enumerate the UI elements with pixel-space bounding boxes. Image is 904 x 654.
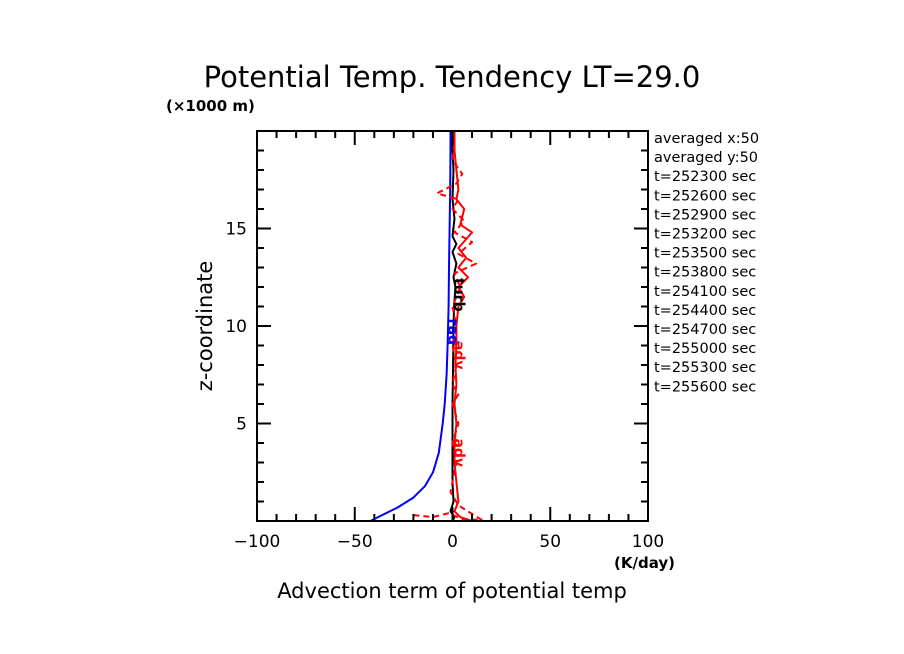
curve-label-turb: turb <box>450 278 466 312</box>
legend: averaged x:50 averaged y:50 t=252300 sec t=… <box>654 131 759 395</box>
x-tick-labels: −100 −50 0 50 100 <box>234 532 665 552</box>
legend-entry: t=254700 sec <box>654 322 756 338</box>
y-tick-labels: 5 10 15 <box>225 220 247 435</box>
legend-entry: t=254400 sec <box>654 303 756 319</box>
legend-entry: t=255000 sec <box>654 341 756 357</box>
curve-label-rad: rad <box>445 319 461 345</box>
series-line-turb <box>449 131 458 522</box>
plot-curves <box>369 130 483 522</box>
x-tick-label: 100 <box>632 532 664 552</box>
x-tick-label: −100 <box>234 532 281 552</box>
legend-entry: averaged x:50 <box>654 131 759 147</box>
legend-entry: averaged y:50 <box>654 150 758 166</box>
series-line-rad <box>369 131 452 522</box>
chart-title: Potential Temp. Tendency LT=29.0 <box>204 60 701 94</box>
legend-entry: t=253800 sec <box>654 265 756 281</box>
curve-labels: rad turb adv adv <box>445 278 467 467</box>
x-unit-label: (K/day) <box>614 554 675 572</box>
x-tick-label: 0 <box>447 532 458 552</box>
y-unit-label: (×1000 m) <box>166 97 255 115</box>
legend-entry: t=253200 sec <box>654 227 756 243</box>
y-tick-label: 15 <box>225 220 247 240</box>
legend-entry: t=255300 sec <box>654 360 756 376</box>
y-tick-label: 10 <box>225 317 247 337</box>
legend-entry: t=254100 sec <box>654 284 756 300</box>
axis-ticks <box>256 130 649 522</box>
legend-entry: t=252300 sec <box>654 169 756 185</box>
y-tick-label: 5 <box>236 415 247 435</box>
x-axis-label: Advection term of potential temp <box>277 579 627 603</box>
x-tick-label: −50 <box>337 532 373 552</box>
legend-entry: t=252900 sec <box>654 207 756 223</box>
legend-entry: t=253500 sec <box>654 246 756 262</box>
legend-entry: t=255600 sec <box>654 379 756 395</box>
curve-label-adv: adv <box>450 438 466 467</box>
y-axis-label: z-coordinate <box>193 261 217 392</box>
curve-label-adv: adv <box>450 341 466 370</box>
legend-entry: t=252600 sec <box>654 188 756 204</box>
x-tick-label: 50 <box>539 532 561 552</box>
series-line-adv-dashed <box>413 130 483 521</box>
